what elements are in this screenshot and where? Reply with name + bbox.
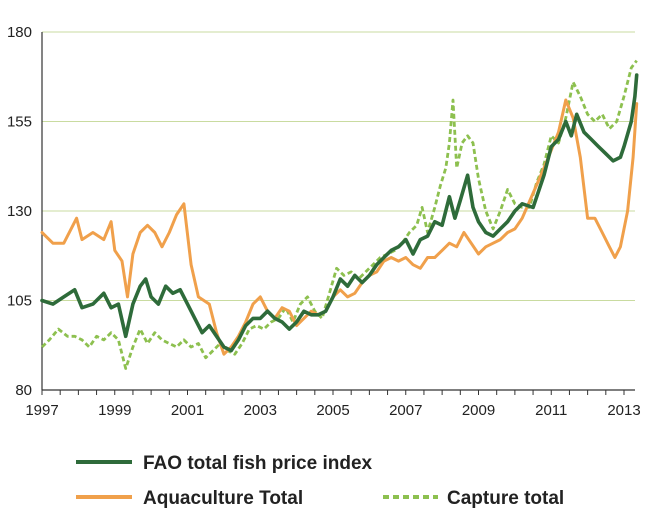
legend-label-capture: Capture total — [447, 488, 564, 509]
series-fao-total-fish-price-index — [40, 73, 639, 353]
axes — [41, 32, 635, 395]
x-tick-label-2001: 2001 — [171, 402, 204, 419]
legend-label-aquaculture: Aquaculture Total — [143, 488, 303, 509]
x-tick-label-2003: 2003 — [244, 402, 277, 419]
y-tick-label-105: 105 — [7, 293, 32, 310]
gridlines — [42, 31, 635, 301]
y-tick-label-180: 180 — [7, 24, 32, 41]
x-axis-tick-labels: 1997 1999 2001 2003 2005 2007 2009 2011 2013 — [25, 402, 640, 419]
x-tick-label-2009: 2009 — [462, 402, 495, 419]
legend: FAO total fish price index Aquaculture T… — [76, 453, 564, 509]
y-tick-label-130: 130 — [7, 203, 32, 220]
series-capture-total — [41, 59, 638, 370]
y-tick-label-155: 155 — [7, 114, 32, 131]
x-tick-label-2011: 2011 — [535, 402, 567, 419]
x-tick-label-2007: 2007 — [389, 402, 422, 419]
x-tick-label-1997: 1997 — [25, 402, 58, 419]
legend-label-fao-index: FAO total fish price index — [143, 453, 373, 474]
x-tick-label-2005: 2005 — [316, 402, 349, 419]
y-tick-label-80: 80 — [15, 382, 32, 399]
x-tick-label-2013: 2013 — [607, 402, 640, 419]
x-tick-label-1999: 1999 — [98, 402, 131, 419]
data-series — [40, 59, 639, 370]
y-axis-tick-labels: 80 105 130 155 180 — [7, 24, 32, 399]
